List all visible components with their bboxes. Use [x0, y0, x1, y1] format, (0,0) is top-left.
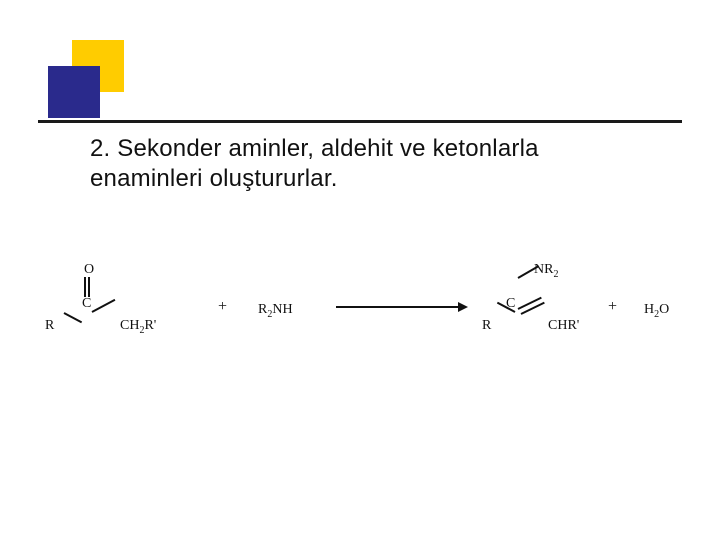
ketone-R-label: R: [45, 318, 54, 334]
enamine-CHR-label: CHR': [548, 318, 579, 334]
ketone-double-bond: [84, 277, 86, 297]
plus-sign: +: [218, 298, 227, 316]
reaction-arrow-icon: [336, 306, 466, 308]
title-line-2: enaminleri oluştururlar.: [90, 165, 338, 192]
plus-sign: +: [608, 298, 617, 316]
ketone-C-label: C: [82, 296, 91, 312]
slide-title: 2. Sekonder aminler, aldehit ve ketonlar…: [90, 134, 650, 194]
enamine-R-label: R: [482, 318, 491, 334]
water-label: H2O: [644, 302, 669, 320]
bond-line: [92, 299, 116, 313]
bond-line: [64, 312, 83, 323]
amine-label: R2NH: [258, 302, 293, 320]
ketone-double-bond: [88, 277, 90, 297]
title-line-1: 2. Sekonder aminler, aldehit ve ketonlar…: [90, 135, 539, 162]
ketone-O-label: O: [84, 262, 94, 278]
header-rule: [38, 120, 682, 123]
decor-square-navy: [48, 66, 100, 118]
ketone-CH2R-label: CH2R': [120, 318, 156, 336]
reaction-scheme: O C R CH2R' + R2NH NR2 C R CHR' + H2O: [40, 280, 680, 380]
